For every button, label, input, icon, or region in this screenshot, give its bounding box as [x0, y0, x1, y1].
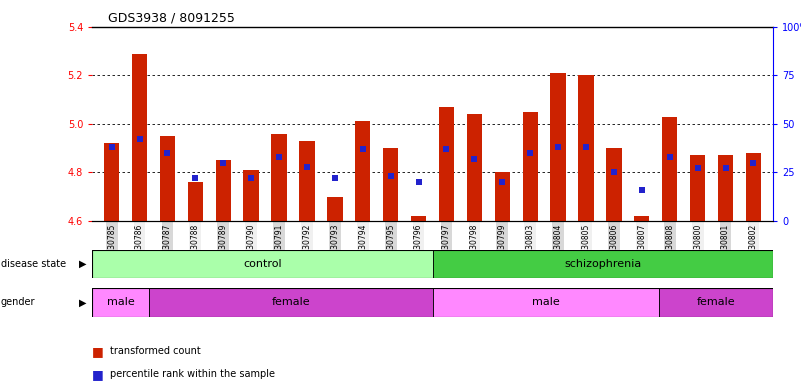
- Bar: [159, 136, 175, 221]
- Text: schizophrenia: schizophrenia: [564, 259, 642, 269]
- Bar: [132, 53, 147, 221]
- Bar: [104, 143, 119, 221]
- Bar: [746, 153, 761, 221]
- Bar: [467, 114, 482, 221]
- Bar: [606, 148, 622, 221]
- Bar: [495, 172, 510, 221]
- Text: transformed count: transformed count: [110, 346, 200, 356]
- Bar: [634, 216, 650, 221]
- Bar: [433, 288, 659, 317]
- Bar: [439, 107, 454, 221]
- Bar: [300, 141, 315, 221]
- Text: disease state: disease state: [1, 259, 66, 269]
- Bar: [92, 250, 433, 278]
- Bar: [433, 250, 773, 278]
- Bar: [187, 182, 203, 221]
- Text: ▶: ▶: [78, 297, 87, 308]
- Bar: [215, 160, 231, 221]
- Text: female: female: [697, 297, 735, 308]
- Bar: [327, 197, 343, 221]
- Bar: [662, 117, 678, 221]
- Bar: [550, 73, 566, 221]
- Text: control: control: [243, 259, 282, 269]
- Bar: [355, 121, 370, 221]
- Text: percentile rank within the sample: percentile rank within the sample: [110, 369, 275, 379]
- Text: ▶: ▶: [78, 259, 87, 269]
- Text: GDS3938 / 8091255: GDS3938 / 8091255: [108, 12, 235, 25]
- Text: ■: ■: [92, 368, 104, 381]
- Text: female: female: [272, 297, 310, 308]
- Bar: [578, 75, 594, 221]
- Bar: [659, 288, 773, 317]
- Bar: [92, 288, 149, 317]
- Bar: [244, 170, 259, 221]
- Bar: [149, 288, 433, 317]
- Text: male: male: [107, 297, 135, 308]
- Text: male: male: [532, 297, 560, 308]
- Bar: [522, 112, 538, 221]
- Bar: [383, 148, 398, 221]
- Text: ■: ■: [92, 345, 104, 358]
- Bar: [718, 156, 733, 221]
- Bar: [272, 134, 287, 221]
- Bar: [690, 156, 706, 221]
- Text: gender: gender: [1, 297, 35, 308]
- Bar: [411, 216, 426, 221]
